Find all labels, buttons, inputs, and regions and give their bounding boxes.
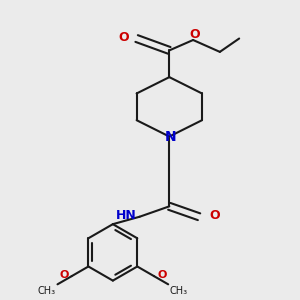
Text: CH₃: CH₃	[170, 286, 188, 296]
Text: HN: HN	[116, 209, 136, 222]
Text: O: O	[59, 270, 69, 280]
Text: O: O	[189, 28, 200, 41]
Text: O: O	[118, 31, 129, 44]
Text: O: O	[209, 209, 220, 222]
Text: O: O	[157, 270, 166, 280]
Text: N: N	[165, 130, 177, 143]
Text: CH₃: CH₃	[38, 286, 56, 296]
